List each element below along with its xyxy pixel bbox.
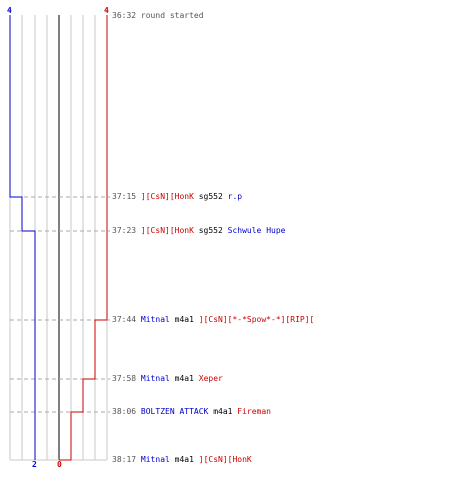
event-time: 37:44 bbox=[112, 315, 137, 324]
player-grid-lines bbox=[9, 15, 108, 461]
victim-name: Fireman bbox=[237, 407, 271, 416]
killer-name: ][CsN][HonK bbox=[140, 192, 194, 201]
event-kill: 37:58 Mitnal m4a1 Xeper bbox=[112, 374, 223, 384]
event-kill: 38:06 BOLTZEN ATTACK m4a1 Fireman bbox=[112, 407, 271, 417]
victim-name: r.p bbox=[227, 192, 243, 201]
killer-name: BOLTZEN ATTACK bbox=[140, 407, 209, 416]
victim-name: Xeper bbox=[198, 374, 223, 383]
blue-end-count: 2 bbox=[32, 460, 37, 469]
weapon-name: sg552 bbox=[198, 226, 223, 235]
event-time: 36:32 bbox=[112, 11, 137, 20]
event-kill: 37:23 ][CsN][HonK sg552 Schwule Hupe bbox=[112, 226, 285, 236]
killer-name: ][CsN][HonK bbox=[140, 226, 194, 235]
event-kill: 38:17 Mitnal m4a1 ][CsN][HonK bbox=[112, 455, 252, 465]
event-time: 37:15 bbox=[112, 192, 137, 201]
victim-name: ][CsN][*-*Spow*-*][RIP][ bbox=[198, 315, 315, 324]
event-kill: 37:44 Mitnal m4a1 ][CsN][*-*Spow*-*][RIP… bbox=[112, 315, 314, 325]
event-kill: 37:15 ][CsN][HonK sg552 r.p bbox=[112, 192, 242, 202]
victim-name: ][CsN][HonK bbox=[198, 455, 252, 464]
blue-team-alive-line bbox=[9, 15, 36, 460]
killer-name: Mitnal bbox=[140, 455, 170, 464]
event-time: 38:17 bbox=[112, 455, 137, 464]
event-time: 37:58 bbox=[112, 374, 137, 383]
weapon-name: sg552 bbox=[198, 192, 223, 201]
killer-name: Mitnal bbox=[140, 374, 170, 383]
victim-name: Schwule Hupe bbox=[227, 226, 286, 235]
weapon-name: m4a1 bbox=[174, 455, 194, 464]
weapon-name: m4a1 bbox=[174, 374, 194, 383]
weapon-name: m4a1 bbox=[174, 315, 194, 324]
event-description: round started bbox=[140, 11, 204, 20]
red-team-alive-line bbox=[59, 15, 108, 461]
event-time: 38:06 bbox=[112, 407, 137, 416]
event-time: 37:23 bbox=[112, 226, 137, 235]
event-round-start: 36:32 round started bbox=[112, 11, 204, 21]
weapon-name: m4a1 bbox=[213, 407, 233, 416]
red-end-count: 0 bbox=[57, 460, 62, 469]
red-start-count: 4 bbox=[104, 6, 109, 15]
killer-name: Mitnal bbox=[140, 315, 170, 324]
blue-start-count: 4 bbox=[7, 6, 12, 15]
